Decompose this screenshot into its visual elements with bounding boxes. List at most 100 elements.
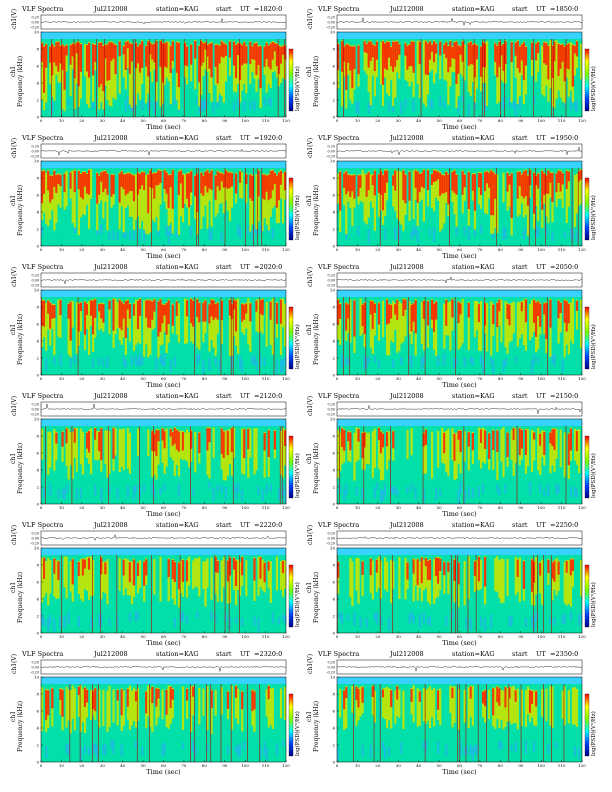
spectrogram-cell bbox=[357, 226, 360, 237]
spectrogram-cell bbox=[259, 300, 262, 314]
x-tick-label: 60 bbox=[161, 763, 167, 768]
spectrogram-cell bbox=[541, 96, 544, 109]
x-tick-label: 70 bbox=[477, 505, 483, 510]
spectrogram-cell bbox=[404, 614, 407, 629]
spectrogram-cell bbox=[185, 429, 189, 462]
spectrogram-cell bbox=[484, 171, 487, 214]
spectrogram-cell bbox=[383, 746, 387, 759]
spectrogram-cell bbox=[77, 561, 80, 577]
spectrogram-cell bbox=[565, 169, 568, 224]
spectrogram-cell bbox=[239, 227, 242, 239]
spectrogram-cell bbox=[157, 226, 160, 237]
spectrogram-cell bbox=[439, 171, 442, 232]
spectrogram-cell bbox=[559, 429, 562, 468]
spectrogram-cell bbox=[96, 173, 99, 204]
spectrogram-cell bbox=[108, 618, 111, 626]
spectrogram-cell bbox=[210, 611, 213, 619]
x-tick-label: 20 bbox=[375, 763, 381, 768]
spectrogram-cell bbox=[55, 174, 58, 223]
spectrogram-cell bbox=[537, 357, 540, 364]
spectrogram-cell bbox=[388, 101, 391, 112]
x-tick-label: 0 bbox=[40, 763, 43, 768]
spectrogram-cell bbox=[179, 740, 183, 754]
spectrogram-cell bbox=[134, 740, 138, 749]
spectrogram-cell bbox=[418, 41, 421, 64]
spectrogram-cell bbox=[383, 353, 387, 362]
ch-tick-label: 0.00 bbox=[31, 21, 39, 25]
spectrogram-cell bbox=[496, 174, 499, 234]
spectrogram-cell bbox=[128, 612, 132, 622]
spectrogram-cell bbox=[432, 559, 436, 605]
spectrogram-cell bbox=[516, 426, 518, 504]
y-tick-label: 6 bbox=[332, 580, 335, 585]
spectrogram-cell bbox=[192, 740, 195, 753]
spectrogram-cell bbox=[463, 747, 466, 756]
spectrogram-cell bbox=[267, 686, 270, 700]
spectrogram-cell bbox=[257, 746, 260, 754]
spectrogram-cell bbox=[251, 230, 254, 241]
spectrogram-cell bbox=[47, 690, 50, 716]
spectrogram-cell bbox=[220, 614, 223, 624]
spectrogram-cell bbox=[555, 40, 558, 100]
spectrogram-cell bbox=[55, 743, 58, 754]
spectrogram-cell bbox=[383, 43, 387, 69]
spectrogram-cell bbox=[379, 560, 383, 599]
panel-ut-label: UT bbox=[536, 134, 546, 142]
spectrogram-cell bbox=[549, 617, 552, 625]
x-tick-label: 30 bbox=[396, 505, 402, 510]
spectrogram-cell bbox=[377, 428, 381, 441]
spectrogram-cell bbox=[100, 487, 103, 502]
spectrogram-cell bbox=[202, 43, 205, 63]
spectrogram-cell bbox=[447, 562, 450, 572]
spectrogram-cell bbox=[126, 299, 129, 328]
spectrogram-cell bbox=[263, 174, 266, 200]
spectrogram-cell bbox=[469, 356, 472, 364]
spectrogram-cell bbox=[484, 557, 487, 587]
spectrogram-cell bbox=[206, 44, 209, 73]
spectrogram-cell bbox=[259, 684, 261, 762]
spectrogram-cell bbox=[422, 432, 425, 474]
spectrogram-cell bbox=[100, 555, 101, 633]
spectrogram-cell bbox=[204, 41, 207, 70]
x-tick-label: 30 bbox=[100, 247, 106, 252]
spectrogram-cell bbox=[404, 174, 407, 204]
spectrogram-cell bbox=[47, 224, 50, 235]
spectrogram-cell bbox=[273, 355, 276, 367]
spectrogram-cell bbox=[392, 300, 395, 343]
spectrogram-cell bbox=[355, 685, 358, 726]
colorbar bbox=[584, 435, 590, 499]
spectrogram-cell bbox=[386, 41, 389, 70]
spectrogram-cell bbox=[279, 359, 283, 373]
spectrogram-cell bbox=[275, 99, 279, 110]
spectrogram-cell bbox=[537, 227, 540, 238]
spectrogram-cell bbox=[469, 41, 472, 65]
panel-station: station=KAG bbox=[452, 392, 495, 400]
spectrogram-cell bbox=[253, 168, 254, 246]
panel-header: VLF Spectra Jul212008 station=KAG start UT =2… bbox=[22, 391, 290, 401]
spectrogram-cell bbox=[255, 228, 258, 236]
spectrogram-cell bbox=[145, 300, 148, 318]
spectrogram-cell bbox=[43, 557, 46, 579]
spectrogram-cell bbox=[45, 358, 48, 371]
spectrogram-cell bbox=[228, 358, 232, 371]
y-tick-label: 2 bbox=[332, 227, 335, 232]
spectrogram-cell bbox=[232, 614, 236, 628]
spectrogram-cell bbox=[461, 96, 464, 103]
spectrogram-cell bbox=[232, 557, 236, 570]
spectrogram-cell bbox=[279, 298, 283, 356]
spectrogram-cell bbox=[502, 226, 505, 241]
panel-ut-label: UT bbox=[240, 650, 250, 658]
y-tick-label: 0 bbox=[36, 373, 39, 378]
spectrogram-cell bbox=[90, 357, 93, 370]
spectrogram-cell bbox=[281, 613, 285, 620]
spectrogram-cell bbox=[63, 556, 66, 588]
spectrogram-cell bbox=[484, 740, 487, 752]
spectrogram-cell bbox=[157, 688, 160, 699]
spectrogram-cell bbox=[471, 44, 474, 65]
spectrogram-cell bbox=[394, 41, 397, 67]
spectrogram-cell bbox=[277, 358, 281, 373]
spectrogram-cell bbox=[441, 427, 444, 463]
spectrogram-cell bbox=[259, 297, 261, 375]
